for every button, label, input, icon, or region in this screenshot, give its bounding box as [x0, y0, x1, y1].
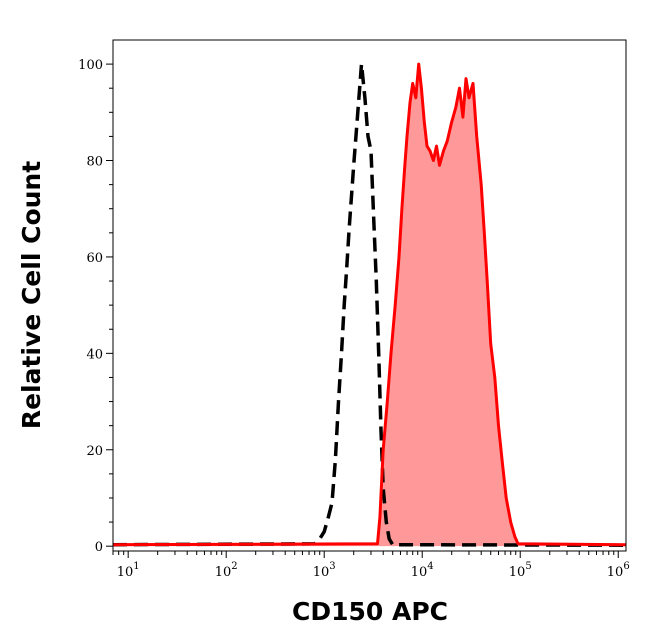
y-tick-label: 0	[95, 540, 103, 555]
y-tick-label: 80	[86, 155, 103, 170]
stained-histogram-line	[113, 62, 626, 547]
axes: 0 20 40 60 80 100 101 102 103 104 105 106	[78, 39, 630, 580]
y-tick-label: 20	[86, 444, 103, 459]
x-tick-label: 104	[411, 561, 434, 580]
y-axis-title: Relative Cell Count	[17, 161, 46, 429]
x-tick-label: 101	[117, 561, 140, 580]
plot-area	[113, 62, 626, 547]
x-tick-label: 102	[215, 561, 238, 580]
x-tick-label: 105	[509, 561, 532, 580]
x-tick-label: 103	[313, 561, 336, 580]
y-tick-label: 60	[86, 251, 103, 266]
control-histogram-line	[113, 62, 626, 547]
x-tick-label: 106	[607, 561, 630, 580]
y-tick-label: 100	[78, 58, 103, 73]
x-axis-title: CD150 APC	[292, 597, 448, 626]
plot-frame	[112, 39, 627, 552]
y-tick-label: 40	[86, 347, 103, 362]
